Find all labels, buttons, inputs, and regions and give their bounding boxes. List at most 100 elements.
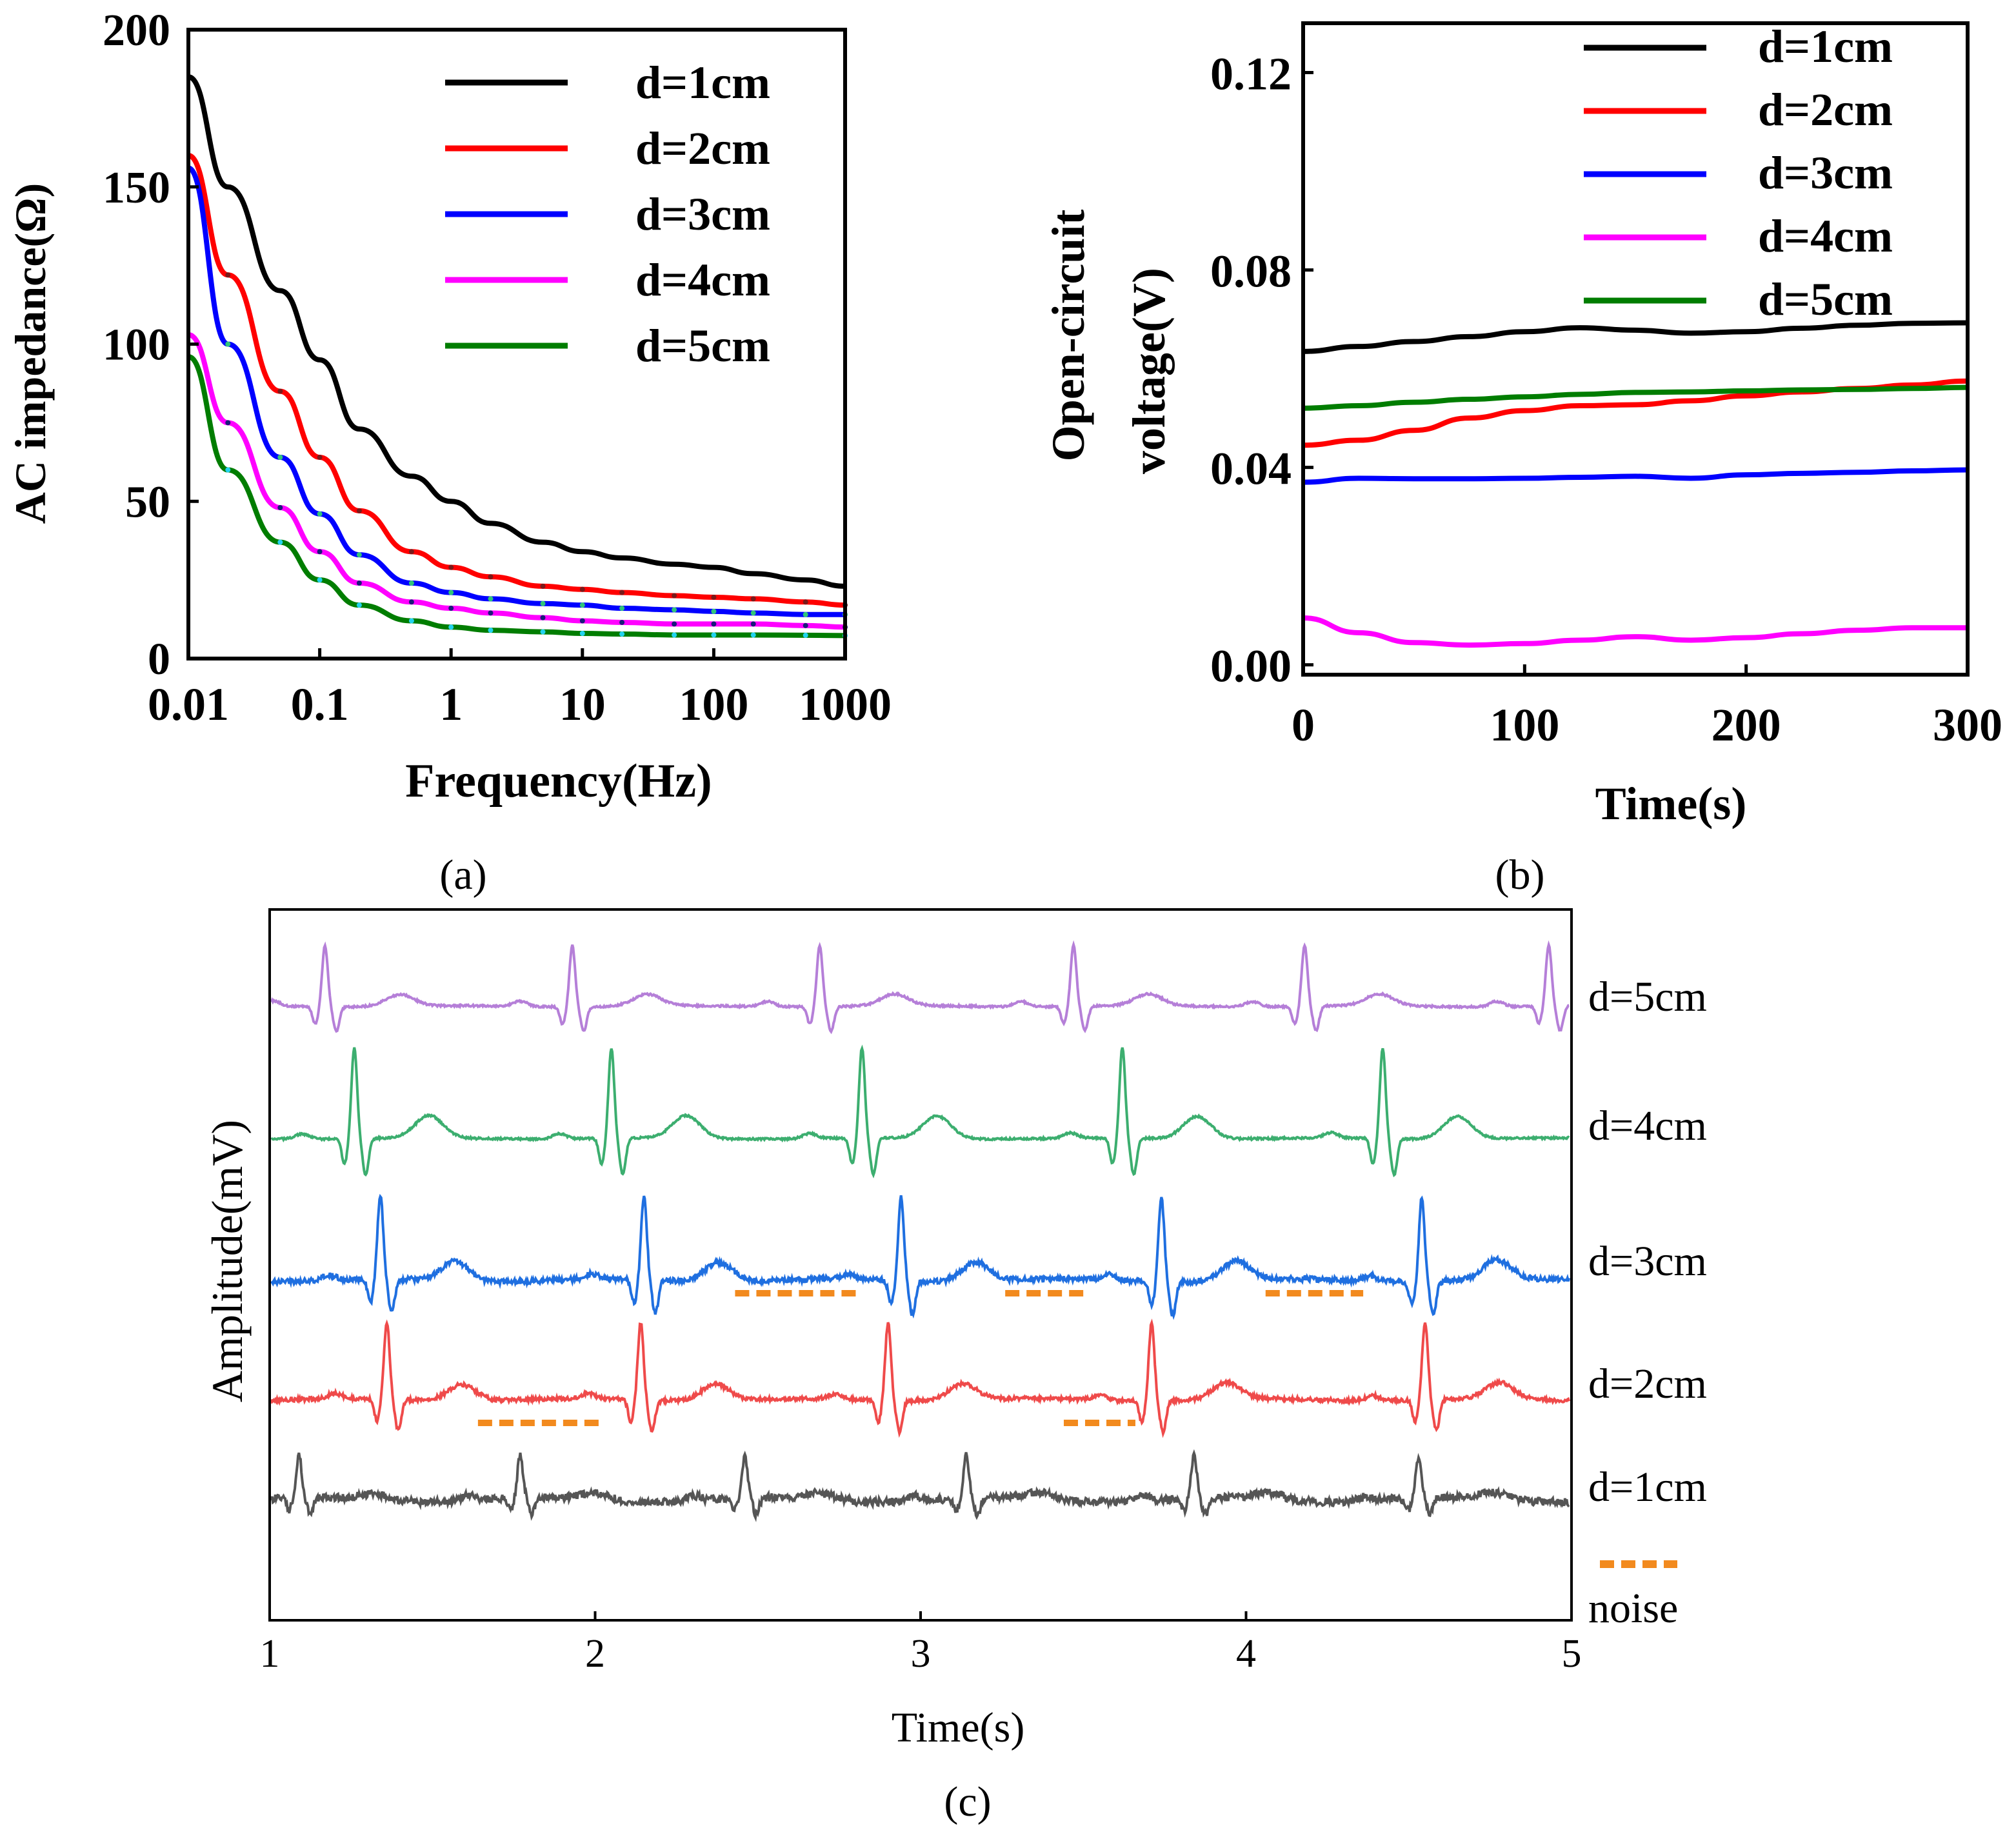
panel-b-ytick-label: 0.12: [1210, 48, 1292, 100]
panel-b-xtick-label: 300: [1933, 699, 2002, 751]
panel-a-point-d-2cm: [448, 564, 454, 570]
panel-a-point-d-3cm: [225, 341, 231, 347]
panel-b-ticks: 0 100 200 300 0.00 0.04 0.08 0.12: [1210, 48, 2002, 751]
noise-legend-label: noise: [1588, 1585, 1678, 1632]
panel-a-point-d-4cm: [750, 621, 756, 627]
panel-b: d=1cm d=2cm d=3cm d=4cm d=5cm 0 100 200 300 0.00…: [1043, 21, 2002, 899]
panel-a-xtick-label: 100: [679, 679, 748, 730]
panel-b-ylabel-line2: voltage(V): [1123, 268, 1175, 474]
panel-c-xtick-label: 3: [911, 1632, 931, 1676]
panel-a-point-d-5cm: [619, 631, 625, 637]
panel-c-trace-label-d-2cm: d=2cm: [1588, 1360, 1707, 1407]
panel-b-caption: (b): [1495, 851, 1545, 899]
panel-a-point-d-2cm: [408, 549, 414, 555]
panel-a-point-d-2cm: [317, 455, 323, 460]
panel-b-legend-label-d-3cm: d=3cm: [1758, 147, 1893, 199]
panel-c-trace-label-d-5cm: d=5cm: [1588, 973, 1707, 1020]
panel-a-point-d-5cm: [540, 629, 546, 635]
panel-b-series-d-4cm: [1302, 615, 1968, 648]
panel-a-point-d-3cm: [540, 601, 546, 606]
panel-a-point-d-4cm: [711, 621, 717, 627]
panel-b-series-d-1cm: [1302, 320, 1968, 354]
panel-c-trace-d-4cm: [270, 1044, 1570, 1178]
panel-c-trace-d-3cm: [270, 1193, 1571, 1320]
panel-a-point-d-3cm: [750, 610, 756, 616]
panel-a-xtick-label: 1: [439, 679, 463, 730]
panel-a-point-d-5cm: [408, 618, 414, 624]
panel-c-trace-label-d-3cm: d=3cm: [1588, 1238, 1707, 1285]
panel-a-point-d-3cm: [579, 602, 585, 608]
panel-a-point-d-4cm: [579, 618, 585, 624]
panel-a-point-d-2cm: [225, 272, 231, 278]
panel-a-xtick-label: 0.01: [148, 679, 229, 730]
panel-b-series-group: d=1cm d=2cm d=3cm d=4cm d=5cm: [1302, 21, 1968, 648]
panel-a-point-d-4cm: [619, 619, 625, 625]
panel-a-point-d-4cm: [277, 505, 283, 510]
panel-a-ytick-label: 100: [103, 321, 170, 370]
panel-a-legend-label-d-3cm: d=3cm: [635, 188, 770, 240]
panel-a-legend-label-d-2cm: d=2cm: [635, 123, 770, 174]
panel-a-series-d-1cm: [187, 74, 846, 589]
panel-a-legend-label-d-1cm: d=1cm: [635, 57, 770, 108]
panel-a-point-d-4cm: [356, 581, 362, 586]
panel-c-trace-label-d-4cm: d=4cm: [1588, 1102, 1707, 1149]
panel-a-point-d-4cm: [317, 549, 323, 555]
panel-a-point-d-3cm: [619, 606, 625, 611]
panel-a-point-d-2cm: [803, 599, 808, 605]
panel-a-point-d-2cm: [619, 590, 625, 595]
panel-a-ytick-label: 200: [103, 6, 170, 55]
panel-a-point-d-2cm: [540, 583, 546, 589]
panel-b-xtick-label: 200: [1712, 699, 1781, 751]
panel-c: d=5cm d=4cm d=3cm d=2cm d=1cm 1 2 3 4 5 Amplitud…: [203, 908, 1707, 1825]
panel-c-xtick-label: 1: [260, 1632, 280, 1676]
panel-a-point-d-2cm: [672, 593, 677, 599]
panel-a-ytick-label: 150: [103, 163, 170, 213]
panel-c-xtick-label: 4: [1236, 1632, 1256, 1676]
panel-c-caption: (c): [944, 1778, 991, 1825]
panel-a: d=1cm d=2cm d=3cm d=4cm d=5cm 0.01 0.1 1 10 100 1…: [6, 6, 892, 899]
panel-c-series-group: d=5cm d=4cm d=3cm d=2cm d=1cm: [270, 940, 1707, 1522]
panel-c-ticks: 1 2 3 4 5: [260, 1611, 1582, 1676]
panel-b-ytick-label: 0.04: [1210, 443, 1292, 495]
panel-a-ylabel: AC impedance(Ω): [6, 183, 55, 524]
panel-a-point-d-4cm: [408, 599, 414, 605]
panel-a-xtick-label: 0.1: [291, 679, 349, 730]
panel-a-ytick-label: 0: [148, 635, 170, 684]
panel-a-point-d-4cm: [225, 420, 231, 426]
panel-a-point-d-3cm: [672, 607, 677, 613]
panel-a-point-d-4cm: [488, 610, 494, 616]
panel-a-point-d-5cm: [356, 602, 362, 608]
panel-b-ytick-label: 0.08: [1210, 246, 1292, 297]
panel-a-point-d-3cm: [356, 552, 362, 558]
panel-a-point-d-5cm: [448, 624, 454, 630]
panel-a-legend-label-d-5cm: d=5cm: [635, 320, 770, 372]
panel-c-trace-d-2cm: [270, 1318, 1571, 1438]
panel-b-legend-label-d-2cm: d=2cm: [1758, 84, 1893, 135]
panel-a-point-d-3cm: [408, 581, 414, 586]
panel-a-point-d-5cm: [225, 467, 231, 473]
panel-a-point-d-5cm: [711, 632, 717, 638]
panel-c-xlabel: Time(s): [892, 1704, 1025, 1751]
panel-a-point-d-2cm: [488, 574, 494, 580]
panel-c-ylabel: Amplitude(mV): [203, 1120, 252, 1402]
panel-b-series-d-5cm: [1302, 384, 1968, 411]
panel-b-ytick-label: 0.00: [1210, 640, 1292, 692]
panel-a-ticks: 0.01 0.1 1 10 100 1000 0 50 100 150 200: [103, 6, 892, 730]
panel-a-point-d-4cm: [672, 621, 677, 627]
panel-a-point-d-5cm: [277, 539, 283, 545]
panel-c-trace-d-5cm: [270, 940, 1570, 1035]
panel-a-xlabel: Frequency(Hz): [405, 755, 712, 808]
panel-c-xtick-label: 2: [585, 1632, 605, 1676]
panel-a-point-d-5cm: [579, 631, 585, 636]
panel-a-point-d-2cm: [356, 508, 362, 513]
panel-a-point-d-3cm: [488, 596, 494, 602]
panel-a-caption: (a): [439, 851, 486, 899]
panel-b-xtick-label: 0: [1292, 699, 1315, 751]
panel-a-series-d-5cm: [187, 354, 846, 639]
panel-a-point-d-3cm: [277, 455, 283, 460]
panel-a-point-d-2cm: [711, 594, 717, 600]
panel-a-point-d-2cm: [750, 596, 756, 602]
panel-a-point-d-4cm: [448, 606, 454, 611]
panel-a-point-d-5cm: [317, 577, 323, 583]
panel-a-point-d-2cm: [277, 388, 283, 394]
